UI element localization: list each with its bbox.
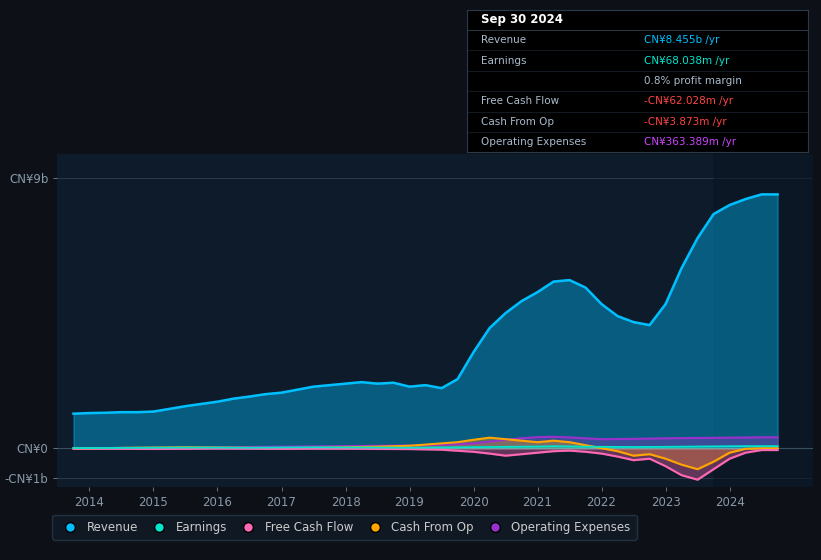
Text: Earnings: Earnings <box>481 55 526 66</box>
Text: Revenue: Revenue <box>481 35 526 45</box>
Text: -CN¥62.028m /yr: -CN¥62.028m /yr <box>644 96 733 106</box>
Text: CN¥363.389m /yr: CN¥363.389m /yr <box>644 137 736 147</box>
Text: Free Cash Flow: Free Cash Flow <box>481 96 559 106</box>
Text: Cash From Op: Cash From Op <box>481 116 554 127</box>
Text: Sep 30 2024: Sep 30 2024 <box>481 13 562 26</box>
Text: Operating Expenses: Operating Expenses <box>481 137 586 147</box>
Text: CN¥68.038m /yr: CN¥68.038m /yr <box>644 55 730 66</box>
Bar <box>713 154 813 487</box>
Text: 0.8% profit margin: 0.8% profit margin <box>644 76 742 86</box>
Text: -CN¥3.873m /yr: -CN¥3.873m /yr <box>644 116 727 127</box>
Legend: Revenue, Earnings, Free Cash Flow, Cash From Op, Operating Expenses: Revenue, Earnings, Free Cash Flow, Cash … <box>53 515 636 540</box>
Text: CN¥8.455b /yr: CN¥8.455b /yr <box>644 35 720 45</box>
